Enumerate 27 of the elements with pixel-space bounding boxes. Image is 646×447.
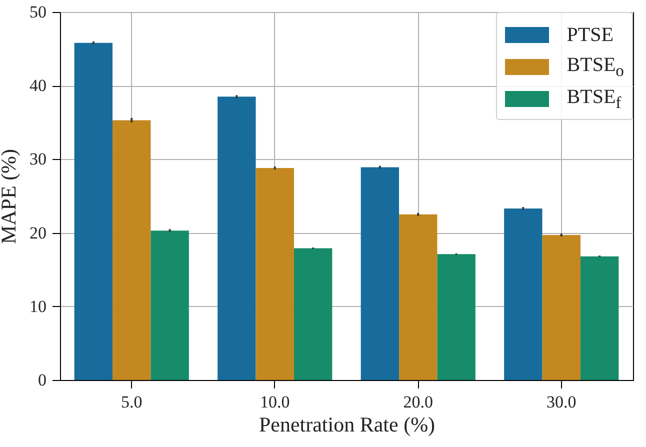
x-tick-label: 20.0 <box>403 392 433 412</box>
bar <box>504 208 542 380</box>
y-tick-label: 10 <box>30 296 46 316</box>
bar <box>437 254 476 380</box>
x-tick-label: 5.0 <box>121 392 142 412</box>
bar <box>294 248 332 380</box>
bar <box>399 214 438 380</box>
legend-label: BTSE$_{f}$ <box>566 86 622 112</box>
legend-label: BTSE$_{o}$ <box>566 54 624 80</box>
legend-label: PTSE <box>566 24 614 46</box>
y-tick-label: 0 <box>38 370 46 390</box>
bar <box>112 120 151 380</box>
bar <box>218 96 256 380</box>
y-tick-label: 20 <box>30 223 46 242</box>
x-tick-label: 10.0 <box>260 392 290 412</box>
bar <box>256 168 294 380</box>
x-axis-title: Penetration Rate (%) <box>258 412 436 436</box>
x-tick-label: 30.0 <box>546 392 576 412</box>
y-axis-title: MAPE (%) <box>0 148 20 244</box>
y-tick-label: 40 <box>30 76 46 96</box>
y-tick-label: 50 <box>30 2 46 22</box>
y-tick-label: 30 <box>30 150 46 169</box>
bar <box>74 42 113 380</box>
bar <box>360 167 400 380</box>
bar <box>150 230 189 380</box>
bar <box>542 235 580 380</box>
bar <box>580 256 619 380</box>
